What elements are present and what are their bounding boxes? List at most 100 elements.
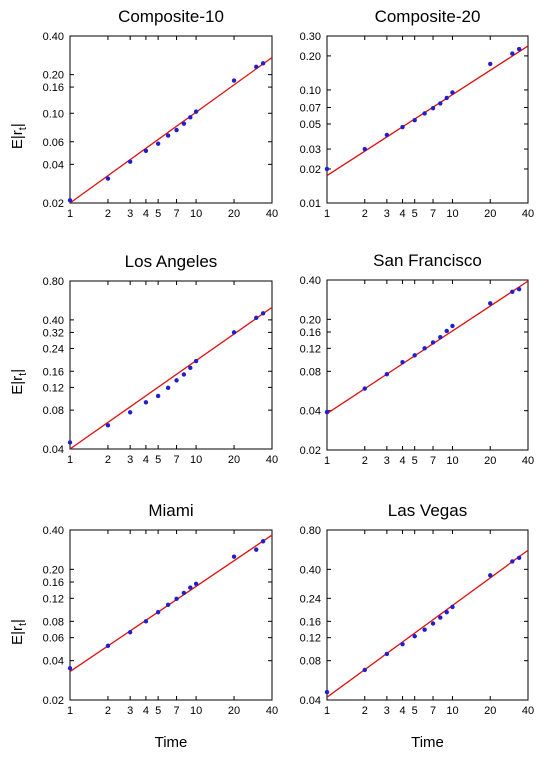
- x-tick-label-40: 40: [266, 208, 278, 220]
- chart-panel: San Francisco 1 2 3 4 5 7 10 20 40 0.02 0.04 0.08 0.1…: [300, 251, 535, 467]
- data-point: [438, 334, 443, 340]
- x-tick-label-20: 20: [228, 454, 240, 466]
- data-point: [450, 604, 455, 610]
- data-point: [412, 353, 417, 358]
- x-tick-label-5: 5: [155, 705, 161, 717]
- data-point: [324, 409, 330, 415]
- chart-panel: Las Vegas 1 2 3 4 5 7 10 20 40 0.04 0.08 0.12 0.16 0.2…: [300, 501, 535, 751]
- data-point: [412, 634, 417, 639]
- data-point: [174, 127, 179, 133]
- x-tick-label-3: 3: [384, 208, 390, 220]
- data-point: [260, 311, 266, 316]
- x-tick-label-5: 5: [412, 705, 418, 717]
- y-tick-label-0-12: 0.12: [43, 382, 64, 394]
- data-point: [444, 328, 449, 334]
- y-tick-label-0-2: 0.20: [43, 70, 64, 82]
- data-point: [488, 301, 493, 306]
- x-tick-label-20: 20: [484, 208, 496, 220]
- data-point: [143, 148, 149, 154]
- data-point: [188, 115, 193, 120]
- x-tick-label-10: 10: [190, 454, 202, 466]
- data-point: [438, 101, 443, 106]
- data-point: [430, 105, 436, 111]
- y-tick-label-0-4: 0.40: [300, 564, 321, 576]
- x-tick-label-7: 7: [173, 208, 179, 220]
- data-point: [384, 651, 390, 657]
- x-tick-label-5: 5: [155, 208, 161, 220]
- fit-line: [327, 549, 528, 698]
- fit-line: [70, 56, 272, 203]
- chart-panel: Composite-20 1 2 3 4 5 7 10 20 40 0.01 0.02 0.03 0.05…: [300, 7, 535, 220]
- fit-line: [327, 280, 528, 415]
- x-tick-label-2: 2: [105, 208, 111, 220]
- data-point: [488, 573, 493, 578]
- data-point: [193, 581, 199, 586]
- x-tick-label-1: 1: [324, 208, 330, 220]
- y-tick-label-0-16: 0.16: [43, 82, 64, 94]
- data-point: [384, 132, 390, 138]
- data-point: [181, 121, 187, 126]
- y-tick-label-0-08: 0.08: [300, 366, 321, 378]
- x-tick-label-2: 2: [362, 455, 368, 467]
- x-tick-label-3: 3: [127, 208, 133, 220]
- data-point: [324, 689, 330, 695]
- x-tick-label-4: 4: [143, 705, 149, 717]
- fit-line: [327, 45, 528, 177]
- y-tick-label-0-06: 0.06: [43, 633, 64, 645]
- data-point: [254, 315, 259, 321]
- y-tick-label-0-12: 0.12: [300, 633, 321, 645]
- data-point: [422, 346, 427, 351]
- data-point: [400, 359, 405, 365]
- data-point: [422, 111, 427, 116]
- x-tick-label-40: 40: [522, 455, 534, 467]
- y-tick-label-0-16: 0.16: [300, 616, 321, 628]
- x-tick-label-20: 20: [484, 705, 496, 717]
- y-tick-label-0-4: 0.40: [300, 275, 321, 287]
- chart-title: Los Angeles: [125, 252, 218, 271]
- y-tick-label-0-04: 0.04: [43, 444, 64, 456]
- fit-line: [70, 306, 272, 449]
- x-tick-label-40: 40: [266, 705, 278, 717]
- y-tick-label-0-4: 0.40: [43, 315, 64, 327]
- y-tick-label-0-08: 0.08: [43, 616, 64, 628]
- x-tick-label-7: 7: [173, 705, 179, 717]
- data-point: [127, 630, 133, 635]
- x-tick-label-10: 10: [446, 705, 458, 717]
- y-tick-label-0-06: 0.06: [43, 137, 64, 149]
- data-point: [165, 602, 171, 608]
- data-point: [105, 176, 111, 181]
- y-tick-label-0-01: 0.01: [300, 198, 321, 210]
- x-tick-label-4: 4: [399, 705, 405, 717]
- y-tick-label-0-2: 0.20: [300, 314, 321, 326]
- y-tick-label-0-07: 0.07: [300, 102, 321, 114]
- x-tick-label-4: 4: [399, 208, 405, 220]
- x-tick-label-3: 3: [384, 455, 390, 467]
- x-tick-label-7: 7: [430, 208, 436, 220]
- data-point: [450, 323, 455, 329]
- plot-frame: [326, 35, 529, 204]
- data-point: [165, 385, 171, 391]
- y-tick-label-0-02: 0.02: [300, 445, 321, 457]
- data-point: [362, 667, 367, 673]
- x-tick-label-40: 40: [522, 705, 534, 717]
- y-tick-label-0-4: 0.40: [43, 31, 64, 43]
- x-tick-label-20: 20: [228, 208, 240, 220]
- data-point: [510, 51, 515, 56]
- y-tick-label-0-2: 0.20: [300, 51, 321, 63]
- y-tick-label-0-02: 0.02: [43, 695, 64, 707]
- data-point: [143, 400, 149, 405]
- data-point: [193, 109, 199, 114]
- x-tick-label-4: 4: [143, 208, 149, 220]
- data-point: [231, 78, 237, 83]
- y-tick-label-0-03: 0.03: [300, 144, 321, 156]
- x-tick-label-2: 2: [105, 454, 111, 466]
- x-tick-label-1: 1: [67, 705, 73, 717]
- x-tick-label-3: 3: [127, 705, 133, 717]
- chart-panel: Los Angeles 1 2 3 4 5 7 10 20 40 0.04 0.08 0.12 0.16 0…: [9, 252, 278, 466]
- y-tick-label-0-12: 0.12: [300, 343, 321, 355]
- y-tick-label-0-08: 0.08: [43, 405, 64, 417]
- x-tick-label-20: 20: [484, 455, 496, 467]
- data-point: [384, 372, 390, 377]
- y-tick-label-0-04: 0.04: [43, 656, 64, 668]
- x-tick-label-1: 1: [67, 208, 73, 220]
